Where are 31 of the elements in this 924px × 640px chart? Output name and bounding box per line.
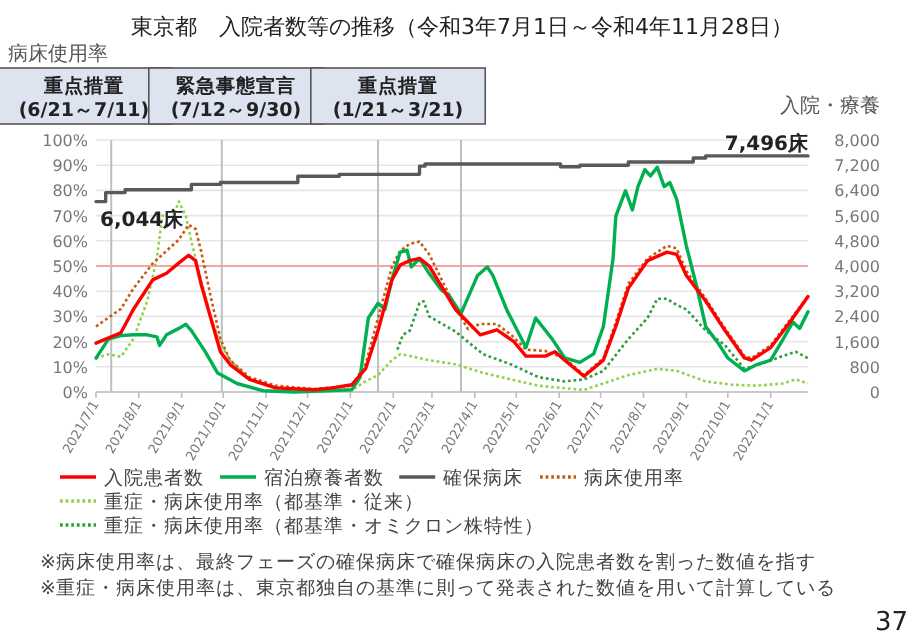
- legend-label: 重症・病床使用率（都基準・従来）: [104, 490, 424, 514]
- y2-tick-label: 6,400: [834, 182, 880, 201]
- y-tick-label: 30%: [52, 308, 89, 327]
- y2-tick-label: 2,400: [834, 308, 880, 327]
- y2-tick-label: 4,800: [834, 232, 880, 251]
- y-tick-label: 90%: [52, 157, 89, 176]
- legend-label: 確保病床: [441, 466, 524, 490]
- legend-label: 病床使用率: [584, 466, 684, 490]
- y-tick-label: 40%: [52, 283, 89, 302]
- y-tick-label: 0%: [62, 384, 89, 402]
- y-tick-label: 70%: [52, 207, 89, 226]
- legend-label: 宿泊療養者数: [264, 466, 384, 490]
- y2-tick-label: 1,600: [834, 333, 880, 352]
- y2-tick-label: 800: [849, 358, 880, 377]
- y-tick-label: 60%: [52, 232, 89, 251]
- y-tick-label: 50%: [52, 258, 89, 276]
- y2-tick-label: 0: [869, 384, 880, 402]
- y2-tick-label: 8,000: [834, 132, 880, 150]
- y2-tick-label: 5,600: [834, 207, 880, 226]
- y-tick-label: 20%: [52, 333, 89, 352]
- y2-tick-label: 4,000: [834, 258, 880, 276]
- y-tick-label: 100%: [42, 132, 89, 150]
- y-tick-label: 80%: [52, 182, 89, 201]
- title: 東京都 入院者数等の推移（令和3年7月1日～令和4年11月28日）: [131, 14, 793, 40]
- y2-tick-label: 7,200: [834, 157, 880, 176]
- legend-label: 重症・病床使用率（都基準・オミクロン株特性）: [104, 514, 544, 538]
- ylabel: 病床使用率: [8, 44, 108, 66]
- y2-tick-label: 3,200: [834, 283, 880, 302]
- legend-label: 入院患者数: [104, 466, 204, 490]
- y2label: 入院・療養: [780, 96, 880, 118]
- y-tick-label: 10%: [52, 358, 89, 377]
